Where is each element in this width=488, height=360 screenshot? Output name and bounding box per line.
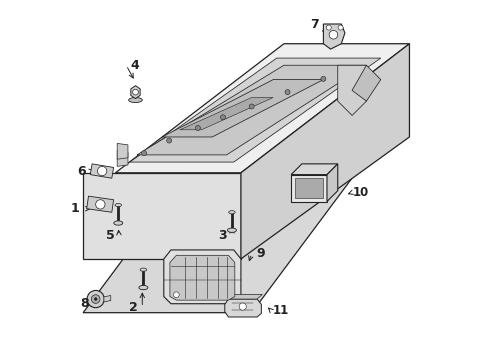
Circle shape (325, 25, 330, 30)
Text: 9: 9 (256, 247, 264, 260)
Polygon shape (290, 175, 326, 202)
Ellipse shape (115, 203, 121, 207)
Circle shape (195, 126, 200, 131)
Polygon shape (115, 44, 408, 173)
Text: 4: 4 (130, 59, 139, 72)
Circle shape (220, 115, 225, 120)
Polygon shape (137, 65, 366, 155)
Ellipse shape (227, 228, 236, 232)
Circle shape (320, 76, 325, 81)
Polygon shape (241, 44, 408, 259)
Polygon shape (162, 80, 323, 137)
Circle shape (97, 166, 106, 176)
Text: 8: 8 (81, 297, 89, 310)
Circle shape (337, 25, 343, 30)
Text: 2: 2 (129, 301, 138, 314)
Text: 11: 11 (272, 305, 288, 318)
Circle shape (173, 292, 179, 298)
Polygon shape (83, 173, 241, 259)
Polygon shape (90, 164, 113, 178)
Circle shape (91, 295, 100, 303)
Circle shape (328, 31, 337, 39)
Polygon shape (163, 250, 241, 304)
Polygon shape (169, 255, 234, 300)
Polygon shape (295, 178, 322, 198)
Circle shape (239, 303, 246, 310)
Polygon shape (290, 164, 337, 175)
Text: 5: 5 (105, 229, 114, 242)
Polygon shape (117, 150, 128, 166)
Text: 10: 10 (352, 186, 368, 199)
Polygon shape (224, 299, 261, 317)
Polygon shape (129, 58, 380, 162)
Polygon shape (117, 143, 128, 159)
Polygon shape (351, 65, 380, 101)
Ellipse shape (139, 285, 147, 290)
Polygon shape (104, 296, 110, 302)
Circle shape (96, 200, 105, 209)
Text: 7: 7 (309, 18, 318, 31)
Circle shape (87, 291, 104, 308)
Text: 1: 1 (71, 202, 80, 215)
Circle shape (132, 89, 138, 95)
Ellipse shape (114, 221, 122, 225)
Polygon shape (180, 98, 273, 130)
Ellipse shape (128, 98, 142, 103)
Circle shape (249, 104, 254, 109)
Polygon shape (326, 164, 337, 202)
Polygon shape (228, 294, 262, 299)
Text: 6: 6 (78, 165, 86, 177)
Polygon shape (323, 24, 344, 49)
Circle shape (166, 138, 171, 143)
Ellipse shape (228, 211, 235, 214)
Circle shape (285, 90, 289, 95)
Circle shape (142, 150, 146, 156)
Polygon shape (86, 196, 113, 212)
Polygon shape (83, 101, 408, 313)
Polygon shape (131, 86, 140, 99)
Text: 3: 3 (218, 229, 227, 242)
Ellipse shape (140, 268, 146, 271)
Polygon shape (337, 65, 366, 116)
Circle shape (94, 298, 97, 301)
